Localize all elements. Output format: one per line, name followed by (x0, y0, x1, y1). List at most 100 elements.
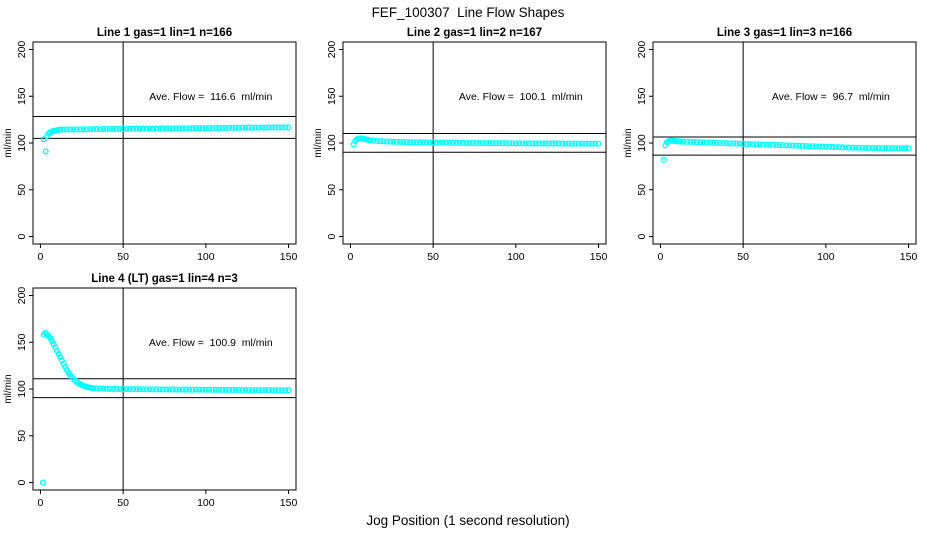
data-point (845, 144, 853, 151)
data-point (783, 142, 790, 149)
y-tick-label: 50 (636, 184, 648, 196)
data-point (895, 145, 902, 152)
data-point (809, 143, 816, 150)
data-point (426, 139, 433, 146)
data-point (282, 387, 289, 394)
data-point (885, 145, 892, 152)
x-tick-label: 100 (197, 497, 215, 509)
data-point (130, 125, 137, 132)
data-point (753, 141, 760, 148)
data-point (252, 386, 259, 394)
data-point (723, 140, 730, 147)
data-point (750, 141, 757, 148)
data-point (222, 386, 229, 393)
data-point (578, 140, 586, 147)
data-point (229, 386, 236, 394)
subplot-title: Line 3 gas=1 lin=3 n=166 (717, 27, 852, 39)
data-point (262, 124, 269, 131)
figure-title: FEF_100307 Line Flow Shapes (371, 5, 565, 20)
data-point (469, 139, 476, 146)
data-point (285, 124, 292, 131)
data-point (96, 126, 104, 133)
data-point (278, 124, 285, 131)
data-point (440, 139, 447, 146)
data-point (542, 140, 549, 147)
data-point (116, 125, 123, 133)
data-point (235, 386, 242, 394)
x-tick-label: 50 (117, 251, 129, 263)
data-point (39, 479, 46, 486)
y-tick-label: 200 (636, 41, 648, 59)
data-point (683, 138, 690, 145)
data-point (545, 140, 552, 147)
data-point (400, 139, 407, 146)
data-point (776, 142, 783, 149)
data-point (225, 124, 233, 131)
data-point (202, 386, 209, 393)
data-point (879, 145, 886, 152)
data-point (552, 140, 559, 147)
data-point (113, 125, 120, 132)
data-point (186, 386, 193, 393)
data-point (555, 140, 562, 147)
data-point (423, 139, 430, 146)
data-point (103, 385, 110, 392)
data-point (902, 145, 909, 152)
data-point (70, 126, 77, 133)
data-point (136, 386, 143, 393)
data-point (796, 142, 803, 149)
data-point (222, 124, 229, 132)
data-point (859, 144, 866, 151)
data-point (40, 136, 47, 143)
data-point (278, 387, 285, 394)
data-point (836, 144, 843, 151)
data-point (252, 124, 259, 131)
data-point (159, 386, 166, 393)
data-point (486, 140, 493, 147)
data-point (875, 145, 882, 152)
data-point (245, 386, 252, 394)
data-point (57, 126, 64, 133)
data-point (746, 140, 753, 148)
data-point (370, 137, 377, 144)
y-tick-label: 50 (326, 184, 338, 196)
y-tick-label: 0 (326, 233, 338, 239)
y-tick-label: 50 (16, 430, 28, 442)
x-tick-label: 150 (280, 497, 298, 509)
data-point (585, 140, 592, 147)
data-point (759, 141, 767, 148)
data-point (582, 140, 589, 147)
data-point (100, 125, 107, 133)
plot-canvas-line-4: Line 4 (LT) gas=1 lin=4 n=3 0 50 100 150 0 50 1… (3, 273, 298, 509)
subplot-line-4: Line 4 (LT) gas=1 lin=4 n=3 0 50 100 150 0 50 1… (0, 272, 312, 516)
data-point (822, 143, 829, 150)
data-point (192, 125, 199, 132)
data-point (265, 124, 272, 131)
y-tick-label: 150 (636, 87, 648, 105)
data-point (829, 143, 836, 150)
data-point (110, 126, 117, 133)
data-point (756, 141, 763, 148)
y-tick-label: 150 (326, 87, 338, 105)
data-point (265, 387, 272, 394)
data-point (232, 386, 239, 393)
data-point (852, 144, 859, 151)
data-point (77, 126, 84, 133)
data-point (882, 145, 889, 152)
x-tick-label: 50 (427, 251, 439, 263)
data-point (169, 386, 176, 393)
data-point (443, 139, 450, 146)
data-point (687, 138, 694, 146)
data-point (136, 125, 143, 132)
data-point (522, 140, 529, 147)
data-point (179, 386, 186, 393)
x-tick-label: 50 (117, 497, 129, 509)
data-point (662, 142, 669, 149)
data-point (416, 139, 423, 146)
data-point (763, 141, 770, 148)
x-tick-label: 0 (38, 497, 44, 509)
data-point (116, 386, 123, 393)
subplot-title: Line 1 gas=1 lin=1 n=166 (97, 27, 232, 39)
data-point (126, 125, 133, 132)
data-point (126, 386, 133, 393)
